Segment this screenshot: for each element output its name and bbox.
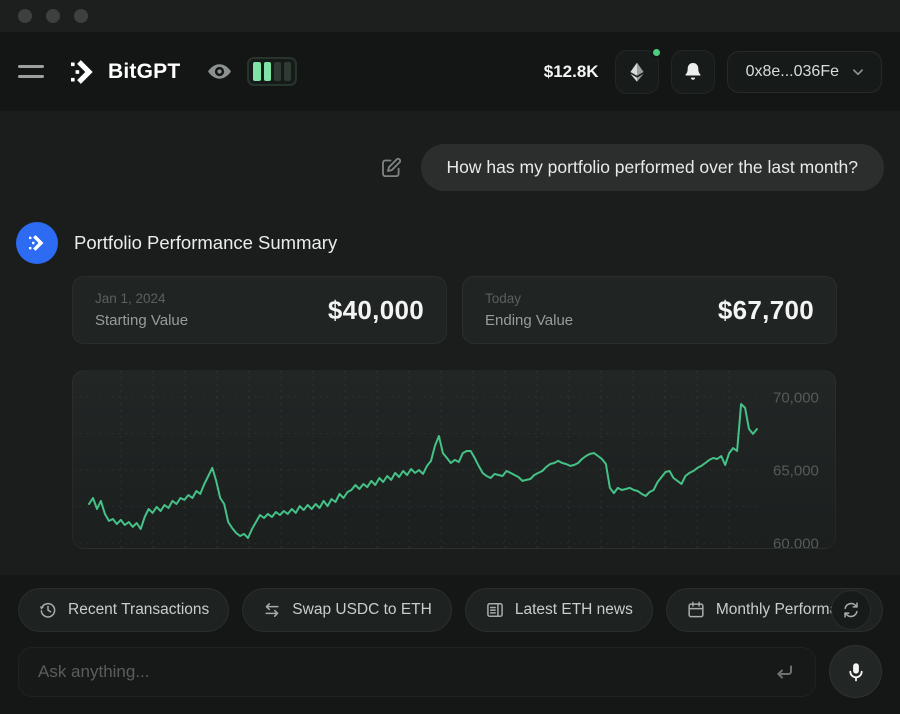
starting-value-amount: $40,000 [327,294,424,325]
summary-cards: Jan 1, 2024 Starting Value $40,000 Today… [72,276,837,344]
ending-value-amount: $67,700 [717,294,814,325]
news-icon [487,603,503,617]
wallet-address: 0x8e...036Fe [745,62,839,80]
header-right: $12.8K 0x8e...036Fe [543,46,882,94]
battery-bar [263,62,272,81]
notifications-button[interactable] [670,49,715,94]
chat-area: How has my portfolio performed over the … [0,112,900,575]
chip-label: Latest ETH news [514,601,633,618]
bitgpt-avatar-icon [29,235,44,251]
user-message-bubble: How has my portfolio performed over the … [420,144,884,191]
starting-value-date: Jan 1, 2024 [95,291,166,306]
wallet-balance: $12.8K [543,61,599,81]
brand-name: BitGPT [108,59,181,83]
voice-input-button[interactable] [829,645,882,698]
ethereum-icon [629,62,644,82]
battery-bar [273,62,282,81]
assistant-avatar [16,222,58,264]
refresh-button[interactable] [831,590,871,630]
chip-label: Monthly Performance [715,601,864,618]
ask-input[interactable] [18,647,816,697]
window-titlebar [0,0,900,32]
assistant-message-header: Portfolio Performance Summary [16,222,337,264]
svg-text:65,000: 65,000 [773,463,819,480]
chip-label: Swap USDC to ETH [292,601,432,618]
microphone-icon [848,662,863,681]
history-icon [40,602,56,618]
wallet-address-dropdown[interactable]: 0x8e...036Fe [726,50,882,93]
ending-value-date: Today [485,291,522,306]
portfolio-chart-card: 70,000 65,000 60,000 [72,370,836,549]
enter-key-icon [772,660,796,684]
online-status-dot [650,46,662,58]
menu-icon[interactable] [18,62,46,82]
refresh-icon [844,602,858,618]
chevron-down-icon [853,68,863,75]
user-message-row: How has my portfolio performed over the … [379,144,884,191]
starting-value-label: Starting Value [95,312,189,329]
swap-icon [265,603,279,617]
brand: BitGPT [68,57,180,87]
battery-bar [253,62,261,81]
energy-meter[interactable] [247,57,298,86]
ending-value-label: Ending Value [485,312,574,329]
bitgpt-logo-icon [71,59,93,84]
chip-latest-eth-news[interactable]: Latest ETH news [464,588,653,632]
window-minimize-button[interactable] [46,9,60,23]
bell-icon [685,62,701,80]
visibility-toggle[interactable] [206,58,233,85]
window-close-button[interactable] [18,9,32,23]
calendar-icon [688,601,704,618]
composer [18,645,882,698]
chip-recent-transactions[interactable]: Recent Transactions [18,588,230,632]
starting-value-card: Jan 1, 2024 Starting Value $40,000 [72,276,447,344]
suggestion-chips: Recent Transactions Swap USDC to ETH Lat… [18,588,884,632]
window-zoom-button[interactable] [74,9,88,23]
svg-text:60,000: 60,000 [773,536,819,550]
svg-text:70,000: 70,000 [773,390,819,407]
battery-bar [283,62,292,81]
eye-icon [208,64,232,79]
chip-label: Recent Transactions [68,601,210,618]
chip-swap-usdc-eth[interactable]: Swap USDC to ETH [242,588,452,632]
edit-icon [381,157,401,177]
ending-value-card: Today Ending Value $67,700 [462,276,837,344]
portfolio-chart: 70,000 65,000 60,000 [73,371,819,550]
app-header: BitGPT $12.8K 0x8e...036 [0,32,900,112]
assistant-title: Portfolio Performance Summary [74,232,338,253]
edit-message-button[interactable] [379,156,403,180]
eth-network-button[interactable] [614,46,662,94]
